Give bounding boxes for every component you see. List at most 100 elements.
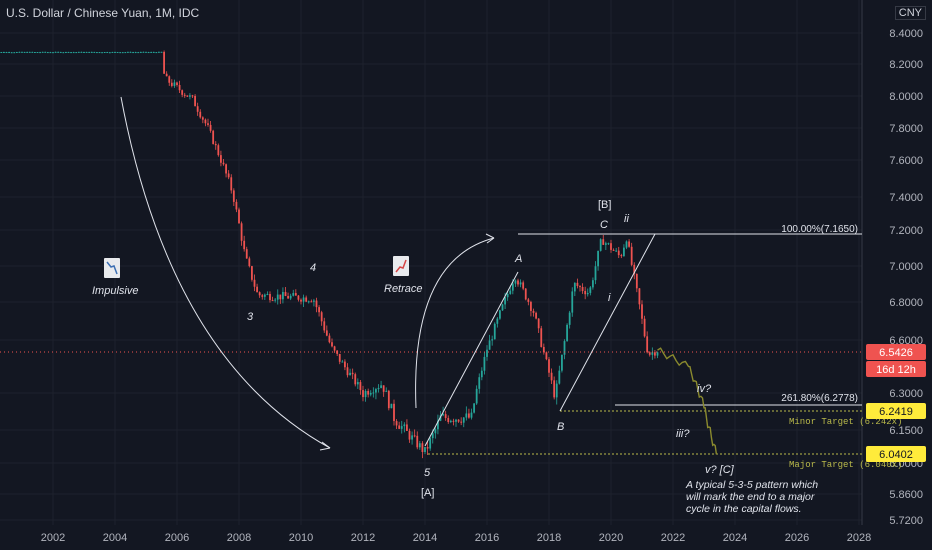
candle-body xyxy=(604,243,607,245)
candle-body xyxy=(204,119,207,124)
candle-body xyxy=(253,279,256,287)
candle-body xyxy=(387,390,390,409)
candle-body xyxy=(460,421,463,423)
major-target-tag xyxy=(866,446,926,462)
candle-body xyxy=(90,51,93,53)
candle-body xyxy=(34,51,36,53)
y-tick-label: 7.8000 xyxy=(889,123,923,135)
candle-body xyxy=(52,52,54,54)
candle-body xyxy=(362,390,364,398)
y-tick-label: 5.8600 xyxy=(889,489,923,501)
candle-body xyxy=(561,354,563,371)
wave-label-impulsive: Impulsive xyxy=(92,285,138,297)
x-tick-label: 2026 xyxy=(785,532,809,544)
candle-body xyxy=(155,52,158,54)
candle-body xyxy=(160,51,163,53)
candle-body xyxy=(44,51,47,53)
candle-body xyxy=(496,318,499,324)
candle-body xyxy=(501,304,504,311)
candle-body xyxy=(369,392,372,395)
y-tick-label: 8.4000 xyxy=(889,28,923,40)
candle-body xyxy=(457,419,460,422)
candle-body xyxy=(310,301,313,303)
candle-body xyxy=(31,51,34,53)
channel-down-line[interactable] xyxy=(559,233,656,412)
candle-body xyxy=(651,352,654,355)
wave-label-A-bracket: [A] xyxy=(421,487,434,499)
candle-body xyxy=(351,372,354,375)
candle-body xyxy=(212,130,215,144)
candle-body xyxy=(276,294,279,300)
candle-body xyxy=(287,295,289,299)
x-axis: 2002 2004 2006 2008 2010 2012 2014 2016 2018 2020… xyxy=(41,532,871,544)
candle-body xyxy=(545,352,548,360)
candle-body xyxy=(101,52,103,54)
candle-body xyxy=(158,51,160,53)
candle-body xyxy=(331,342,333,347)
candle-body xyxy=(444,414,447,419)
candle-body xyxy=(77,51,80,53)
y-tick-label: 7.4000 xyxy=(889,192,923,204)
note-line-3: cycle in the capital flows. xyxy=(686,503,802,515)
candle-body xyxy=(452,420,455,422)
candle-body xyxy=(318,307,320,313)
candle-body xyxy=(579,286,581,288)
candle-body xyxy=(220,155,222,163)
candle-body xyxy=(470,412,473,418)
candle-body xyxy=(571,291,574,313)
grid xyxy=(0,0,863,525)
candle-body xyxy=(483,356,486,371)
candle-body xyxy=(625,241,628,248)
candle-body xyxy=(150,51,153,53)
candle-body xyxy=(607,243,610,245)
candle-body xyxy=(315,300,318,308)
x-tick-label: 2028 xyxy=(847,532,871,544)
impulsive-arrow[interactable] xyxy=(120,96,331,449)
candle-body xyxy=(486,349,488,357)
candle-body xyxy=(46,52,49,54)
candle-body xyxy=(127,51,129,53)
candle-body xyxy=(532,310,535,313)
candle-body xyxy=(5,52,8,54)
y-tick-label: 7.0000 xyxy=(889,261,923,273)
x-tick-label: 2010 xyxy=(289,532,313,544)
candle-body xyxy=(431,433,434,439)
candle-body xyxy=(437,420,439,430)
candle-body xyxy=(527,299,530,302)
candle-body xyxy=(28,51,31,53)
uptrend-chart-icon xyxy=(393,256,409,276)
candle-body xyxy=(119,52,122,54)
candle-body xyxy=(442,414,444,416)
wave-label-i: i xyxy=(608,292,611,304)
x-tick-label: 2022 xyxy=(661,532,685,544)
wave-label-A: A xyxy=(514,253,522,265)
candle-body xyxy=(70,52,72,54)
candle-body xyxy=(530,301,532,311)
retrace-arrow[interactable] xyxy=(415,237,495,409)
candle-body xyxy=(573,282,576,292)
candle-body xyxy=(325,330,328,336)
candle-body xyxy=(413,435,416,437)
x-tick-label: 2024 xyxy=(723,532,747,544)
candle-body xyxy=(333,346,336,351)
candle-body xyxy=(243,240,246,250)
candle-body xyxy=(586,292,589,295)
candle-body xyxy=(344,361,346,368)
currency-label[interactable]: CNY xyxy=(894,6,926,20)
channel-up-line[interactable] xyxy=(424,271,519,447)
candle-body xyxy=(499,310,501,319)
candle-body xyxy=(641,304,643,319)
candle-body xyxy=(245,249,248,259)
candle-body xyxy=(566,324,568,342)
candle-body xyxy=(592,280,594,288)
candle-body xyxy=(617,250,620,256)
candle-body xyxy=(106,52,109,54)
candle-body xyxy=(493,323,496,340)
candle-body xyxy=(284,291,287,296)
candle-body xyxy=(540,328,543,347)
candle-body xyxy=(222,162,225,165)
candle-body xyxy=(393,403,395,422)
candle-body xyxy=(173,82,176,86)
candle-body xyxy=(563,341,566,355)
y-tick-label: 5.7200 xyxy=(889,515,923,527)
